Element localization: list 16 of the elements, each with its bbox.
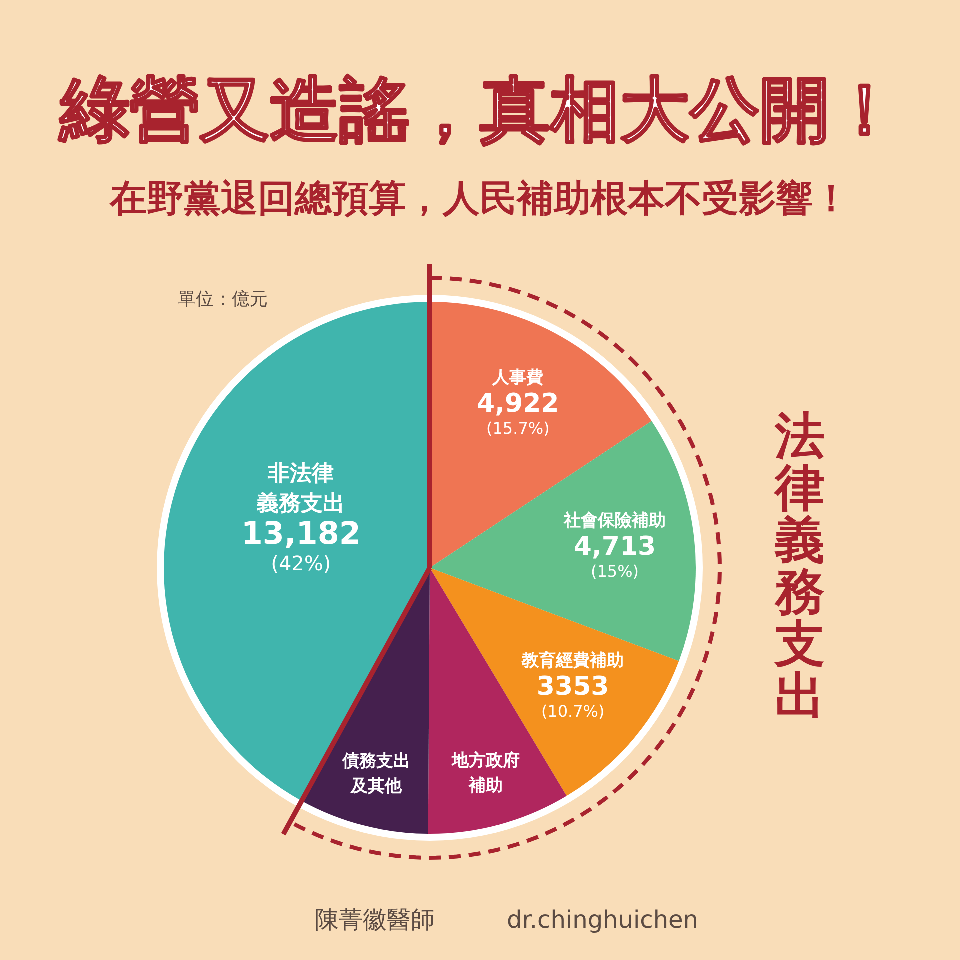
slice-label: 社會保險補助 <box>563 510 666 531</box>
data-label: 13,182 (42%) <box>241 516 361 576</box>
chart-subtitle: 在野黨退回總預算，人民補助根本不受影響！ <box>109 177 850 220</box>
slice-label: 債務支出及其他 <box>341 751 410 796</box>
slice-label: 教育經費補助 <box>521 650 624 672</box>
text: 4,922 (15.7%) <box>477 388 560 438</box>
text: dr.chinghuichen <box>507 906 699 934</box>
text: 陳菁徽醫師 <box>315 906 435 934</box>
slice-label: 地方政府補助 <box>451 750 520 796</box>
slice-label: 非法律義務支出 <box>256 461 346 516</box>
text: 法律義務支出 <box>773 407 825 725</box>
chart-title: 綠營又造謠，真相大公開！ <box>58 69 900 151</box>
text: 單位：億元 <box>178 289 268 310</box>
slice-label: 人事費 <box>492 368 544 388</box>
text: 3353 (10.7%) <box>536 672 610 722</box>
text: 4,713 (15%) <box>574 532 656 581</box>
